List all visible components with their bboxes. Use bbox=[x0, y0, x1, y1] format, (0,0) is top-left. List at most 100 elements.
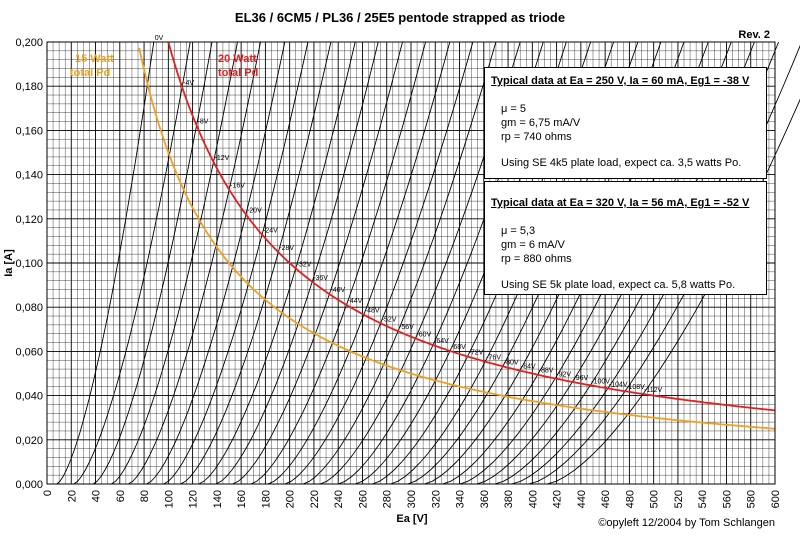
grid-curve bbox=[215, 41, 379, 485]
grid-curve-label: 0V bbox=[155, 35, 164, 42]
x-tick-label: 400 bbox=[527, 490, 539, 508]
grid-curve-label: -32V bbox=[297, 261, 312, 268]
x-tick-label: 540 bbox=[697, 490, 709, 508]
x-tick-label: 440 bbox=[576, 490, 588, 508]
info-gm: gm = 6,75 mA/V bbox=[501, 117, 581, 129]
grid-curve-label: -104V bbox=[609, 381, 628, 388]
x-tick-label: 100 bbox=[163, 490, 175, 508]
grid-curve bbox=[284, 41, 474, 485]
y-tick-label: 0,140 bbox=[15, 170, 43, 182]
info-rp: rp = 880 ohms bbox=[501, 253, 572, 265]
grid-curve bbox=[198, 41, 356, 485]
x-tick-label: 240 bbox=[333, 490, 345, 508]
info-note: Using SE 4k5 plate load, expect ca. 3,5 … bbox=[501, 157, 742, 169]
x-tick-label: 40 bbox=[91, 490, 103, 502]
x-tick-label: 220 bbox=[309, 490, 321, 508]
x-tick-label: 420 bbox=[552, 490, 564, 508]
info-gm: gm = 6 mA/V bbox=[501, 239, 565, 251]
y-tick-label: 0,160 bbox=[15, 125, 43, 137]
x-tick-labels: 0 20 40 60 80 100 120 140 160 180 200 220 240 260 280 3… bbox=[42, 490, 782, 508]
grid-curve-label: -52V bbox=[382, 316, 397, 323]
grid-curve-label: -60V bbox=[416, 331, 431, 338]
grid-curve-label: -64V bbox=[434, 338, 449, 345]
x-tick-label: 20 bbox=[66, 490, 78, 502]
grid-curve-label: -72V bbox=[469, 349, 484, 356]
grid-curve bbox=[111, 41, 238, 485]
x-tick-label: 140 bbox=[212, 490, 224, 508]
y-tick-label: 0,180 bbox=[15, 81, 43, 93]
x-tick-label: 580 bbox=[746, 490, 758, 508]
grid-curve bbox=[92, 41, 213, 485]
y-tick-label: 0,060 bbox=[15, 346, 43, 358]
grid-curve-label: -24V bbox=[263, 228, 278, 235]
grid-curve-label: -108V bbox=[626, 384, 645, 391]
info-mu: μ = 5 bbox=[501, 103, 526, 115]
x-axis-label: Ea [V] bbox=[396, 513, 428, 525]
chart-revision: Rev. 2 bbox=[738, 29, 770, 41]
power-label-15w: 15 Watt total Pd bbox=[70, 53, 114, 79]
grid-curve-label: -36V bbox=[313, 275, 328, 282]
x-tick-label: 600 bbox=[770, 490, 782, 508]
info-box-header: Typical data at Ea = 320 V, Ia = 56 mA, … bbox=[491, 197, 750, 209]
grid-curve-label: -80V bbox=[504, 359, 519, 366]
y-tick-label: 0,100 bbox=[15, 258, 43, 270]
x-tick-label: 520 bbox=[673, 490, 685, 508]
grid-curve-label: -76V bbox=[486, 355, 501, 362]
x-tick-label: 320 bbox=[430, 490, 442, 508]
info-box-320v: Typical data at Ea = 320 V, Ia = 56 mA, … bbox=[484, 181, 767, 295]
info-box-250v: Typical data at Ea = 250 V, Ia = 60 mA, … bbox=[484, 67, 767, 179]
grid-curve-label: -20V bbox=[247, 207, 262, 214]
x-tick-label: 60 bbox=[115, 490, 127, 502]
y-tick-label: 0,000 bbox=[15, 479, 43, 491]
x-tick-label: 120 bbox=[188, 490, 200, 508]
grid-curve-label: -4V bbox=[183, 80, 194, 87]
grid-curve bbox=[163, 41, 309, 485]
grid-curve-label: -112V bbox=[644, 387, 662, 394]
grid-curve bbox=[180, 41, 332, 485]
grid-curve bbox=[232, 41, 403, 485]
chart-title: EL36 / 6CM5 / PL36 / 25E5 pentode strapp… bbox=[235, 10, 565, 25]
grid-curve bbox=[302, 41, 497, 485]
grid-curve-label: -68V bbox=[451, 344, 466, 351]
grid-curve-label: -96V bbox=[573, 375, 588, 382]
grid-curve bbox=[56, 41, 155, 485]
grid-curve bbox=[546, 98, 800, 485]
x-tick-label: 160 bbox=[236, 490, 248, 508]
grid-curve bbox=[146, 41, 286, 485]
grid-curve-label: -100V bbox=[591, 378, 610, 385]
info-box-header: Typical data at Ea = 250 V, Ia = 60 mA, … bbox=[491, 75, 750, 87]
grid-curve-label: -28V bbox=[279, 245, 294, 252]
power-curve bbox=[138, 47, 776, 430]
grid-curve-label: -88V bbox=[539, 368, 554, 375]
y-tick-label: 0,120 bbox=[15, 214, 43, 226]
y-tick-label: 0,200 bbox=[15, 37, 43, 49]
y-tick-label: 0,020 bbox=[15, 435, 43, 447]
grid-curve bbox=[250, 41, 427, 485]
x-tick-label: 380 bbox=[503, 490, 515, 508]
power-dissipation-curves: 15 Watt total Pd 20 Watt total Pd bbox=[70, 41, 776, 430]
grid-curve-label: -8V bbox=[198, 118, 209, 125]
x-tick-label: 340 bbox=[455, 490, 467, 508]
grid-curve bbox=[128, 41, 261, 485]
grid-curve-label: -40V bbox=[330, 287, 345, 294]
x-tick-label: 560 bbox=[721, 490, 733, 508]
y-axis-label: Ia [A] bbox=[3, 249, 15, 277]
x-tick-label: 0 bbox=[42, 490, 54, 496]
info-rp: rp = 740 ohms bbox=[501, 131, 572, 143]
grid-curve bbox=[267, 41, 451, 485]
info-note: Using SE 5k plate load, expect ca. 5,8 w… bbox=[501, 279, 736, 291]
x-tick-label: 260 bbox=[357, 490, 369, 508]
y-tick-label: 0,040 bbox=[15, 391, 43, 403]
copyright: ©opyleft 12/2004 by Tom Schlangen bbox=[598, 517, 775, 529]
grid-curve-label: -84V bbox=[521, 364, 536, 371]
y-tick-label: 0,080 bbox=[15, 302, 43, 314]
x-tick-label: 280 bbox=[382, 490, 394, 508]
x-tick-label: 460 bbox=[600, 490, 612, 508]
grid-curve-label: -16V bbox=[230, 183, 245, 190]
power-label-20w: 20 Watt total Pd bbox=[218, 53, 258, 79]
x-tick-label: 480 bbox=[624, 490, 636, 508]
x-tick-label: 300 bbox=[406, 490, 418, 508]
grid-curve-label: -44V bbox=[348, 298, 363, 305]
x-tick-label: 80 bbox=[139, 490, 151, 502]
grid-curve-label: -12V bbox=[214, 155, 229, 162]
